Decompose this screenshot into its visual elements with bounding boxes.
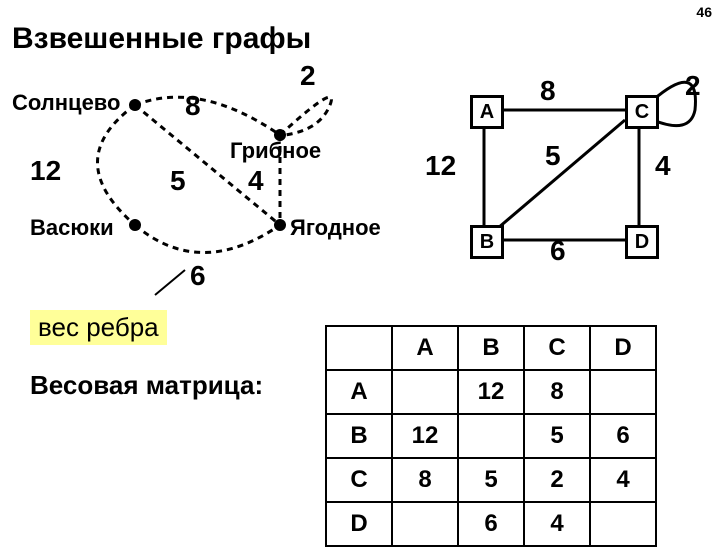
weight-5-left: 5 — [170, 165, 186, 197]
page-title: Взвешенные графы — [12, 22, 311, 56]
node-d: D — [625, 225, 659, 259]
node-yagodnoe — [274, 219, 286, 231]
weight-6-left: 6 — [190, 260, 206, 292]
cell — [590, 370, 656, 414]
diagram-area: Солнцево Грибное Васюки Ягодное 8 2 12 4… — [0, 60, 720, 280]
weight-6-right: 6 — [550, 235, 566, 267]
weight-4-left: 4 — [248, 165, 264, 197]
cell: 5 — [458, 458, 524, 502]
col-header: A — [392, 326, 458, 370]
node-b: B — [470, 225, 504, 259]
cell: 2 — [524, 458, 590, 502]
row-header: A — [326, 370, 392, 414]
label-yagodnoe: Ягодное — [290, 215, 381, 241]
weight-2-left: 2 — [300, 60, 316, 92]
cell — [392, 370, 458, 414]
cell: 6 — [458, 502, 524, 546]
weight-12-right: 12 — [425, 150, 456, 182]
col-header: D — [590, 326, 656, 370]
cell: 8 — [392, 458, 458, 502]
cell: 4 — [524, 502, 590, 546]
table-row: A B C D — [326, 326, 656, 370]
ves-rebra-callout: вес ребра — [30, 310, 167, 345]
node-c: C — [625, 95, 659, 129]
label-gribnoe: Грибное — [230, 138, 321, 164]
weight-8-right: 8 — [540, 75, 556, 107]
row-header: C — [326, 458, 392, 502]
page-number: 46 — [696, 4, 712, 20]
weight-5-right: 5 — [545, 140, 561, 172]
table-row: B 12 5 6 — [326, 414, 656, 458]
cell: 8 — [524, 370, 590, 414]
weight-8-left: 8 — [185, 90, 201, 122]
cell — [590, 502, 656, 546]
cell — [392, 502, 458, 546]
matrix-label: Весовая матрица: — [30, 370, 263, 401]
cell: 4 — [590, 458, 656, 502]
cell: 12 — [458, 370, 524, 414]
node-vasyuki — [129, 219, 141, 231]
cell: 5 — [524, 414, 590, 458]
label-solntsevo: Солнцево — [12, 90, 120, 116]
weight-12-left: 12 — [30, 155, 61, 187]
cell: 6 — [590, 414, 656, 458]
row-header: D — [326, 502, 392, 546]
table-row: A 12 8 — [326, 370, 656, 414]
row-header: B — [326, 414, 392, 458]
cell — [458, 414, 524, 458]
corner-cell — [326, 326, 392, 370]
weight-4-right: 4 — [655, 150, 671, 182]
table-row: C 8 5 2 4 — [326, 458, 656, 502]
node-solntsevo — [129, 99, 141, 111]
cell: 12 — [392, 414, 458, 458]
col-header: C — [524, 326, 590, 370]
label-vasyuki: Васюки — [30, 215, 114, 241]
weight-2-right: 2 — [685, 70, 701, 102]
table-row: D 6 4 — [326, 502, 656, 546]
col-header: B — [458, 326, 524, 370]
weight-matrix: A B C D A 12 8 B 12 5 6 C 8 5 2 4 D 6 4 — [325, 325, 657, 547]
node-a: A — [470, 95, 504, 129]
